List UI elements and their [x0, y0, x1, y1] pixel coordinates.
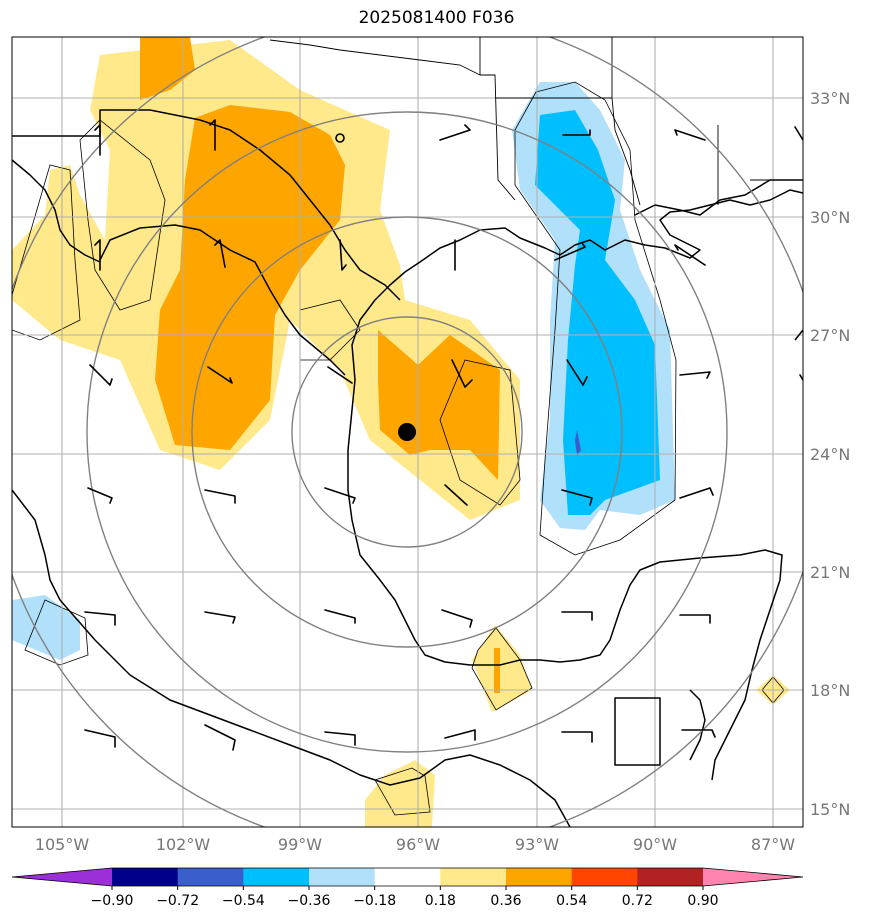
wind-barb: [439, 124, 471, 141]
colorbar-label: 0.18: [425, 893, 456, 909]
contour-fills: [12, 37, 790, 827]
wind-barb: [561, 731, 593, 743]
contour-positive-mid-center: [378, 330, 500, 480]
state-borders: [269, 37, 780, 206]
wind-barb: [679, 371, 711, 379]
colorbar-label: 0.54: [556, 893, 587, 909]
wind-barb: [214, 239, 226, 268]
wind-barb: [339, 239, 347, 271]
gridlines: [12, 37, 803, 827]
wind-barb: [794, 126, 803, 141]
wind-barb: [207, 366, 233, 384]
wind-barbs: [84, 119, 803, 751]
contour-negative-mid-east: [535, 110, 660, 515]
wind-barb: [324, 731, 356, 746]
colorbar-label: 0.72: [622, 893, 653, 909]
colorbar-label: 0.90: [687, 893, 718, 909]
wind-barb: [204, 724, 236, 751]
wind-barb: [674, 129, 706, 141]
wind-barb: [562, 129, 591, 136]
lon-label: 90°W: [633, 835, 677, 854]
wind-barb: [566, 359, 588, 386]
colorbar-segment: [177, 868, 244, 886]
wind-barb: [84, 611, 116, 626]
wind-barb: [441, 609, 473, 628]
wind-barb: [444, 484, 468, 506]
wind-barb: [204, 489, 236, 504]
wind-barb: [561, 489, 593, 506]
colorbar-extend-min: [12, 868, 112, 886]
range-rings: [12, 37, 803, 827]
lon-label: 105°W: [35, 835, 90, 854]
lat-label: 15°N: [810, 800, 850, 819]
colorbar-label: −0.18: [353, 893, 396, 909]
colorbar-segment: [571, 868, 638, 886]
colorbar-segment: [112, 868, 179, 886]
colorbar-extend-max: [703, 868, 803, 886]
wind-barb: [451, 359, 473, 388]
map-title: 2025081400 F036: [358, 8, 515, 28]
plot-frame: [11, 36, 804, 828]
wind-barb: [327, 366, 353, 384]
wind-barb: [84, 729, 116, 748]
lat-label: 18°N: [810, 681, 850, 700]
wind-barb: [204, 611, 236, 624]
lon-label: 93°W: [515, 835, 559, 854]
wind-barb: [94, 239, 101, 271]
wind-barb: [679, 614, 711, 624]
lon-label: 99°W: [278, 835, 322, 854]
contour-negative-low-sw: [12, 595, 80, 660]
colorbar-label: −0.72: [156, 893, 199, 909]
wind-barb: [561, 611, 593, 621]
lat-label: 27°N: [810, 326, 850, 345]
contour-positive-mid-s: [494, 648, 500, 693]
contour-outlines: [12, 81, 785, 816]
wind-barb: [444, 729, 476, 741]
contour-positive-low-bottom: [365, 760, 435, 827]
lon-label: 96°W: [396, 835, 440, 854]
contour-positive-mid-n: [140, 37, 195, 100]
wind-barb: [324, 487, 356, 504]
colorbar-segment: [309, 868, 376, 886]
lon-label: 102°W: [156, 835, 211, 854]
wind-barb: [209, 119, 216, 151]
colorbar-label: −0.54: [222, 893, 265, 909]
wind-barb: [89, 364, 113, 386]
colorbar-segment: [440, 868, 507, 886]
map-plot-area: [12, 37, 803, 827]
colorbar: −0.90 −0.72 −0.54 −0.36 −0.18 0.18 0.36 0.54 0.7…: [11, 867, 804, 909]
contour-positive-low-s: [472, 625, 532, 712]
colorbar-segment: [374, 868, 441, 886]
wind-barb: [681, 729, 716, 738]
latitude-labels: 33°N 30°N 27°N 24°N 21°N 18°N 15°N: [810, 89, 850, 819]
lat-label: 24°N: [810, 445, 850, 464]
longitude-labels: 105°W 102°W 99°W 96°W 93°W 90°W 87°W: [35, 835, 795, 854]
lat-label: 30°N: [810, 208, 850, 227]
wind-barb: [335, 133, 345, 143]
colorbar-segment: [506, 868, 573, 886]
wind-barb: [324, 609, 356, 624]
lat-label: 33°N: [810, 89, 850, 108]
wind-barb: [674, 244, 706, 266]
wind-barb: [87, 487, 113, 504]
colorbar-label: −0.36: [288, 893, 331, 909]
lon-label: 87°W: [751, 835, 795, 854]
center-marker: [398, 423, 416, 441]
wind-barb: [679, 487, 714, 499]
lat-label: 21°N: [810, 563, 850, 582]
contour-negative-high-east: [575, 430, 581, 456]
colorbar-segment: [637, 868, 704, 886]
colorbar-label: 0.36: [490, 893, 521, 909]
wind-barb: [94, 124, 101, 156]
wind-barb: [554, 242, 586, 261]
colorbar-label: −0.90: [91, 893, 134, 909]
coastlines: [12, 109, 803, 827]
colorbar-segment: [243, 868, 310, 886]
